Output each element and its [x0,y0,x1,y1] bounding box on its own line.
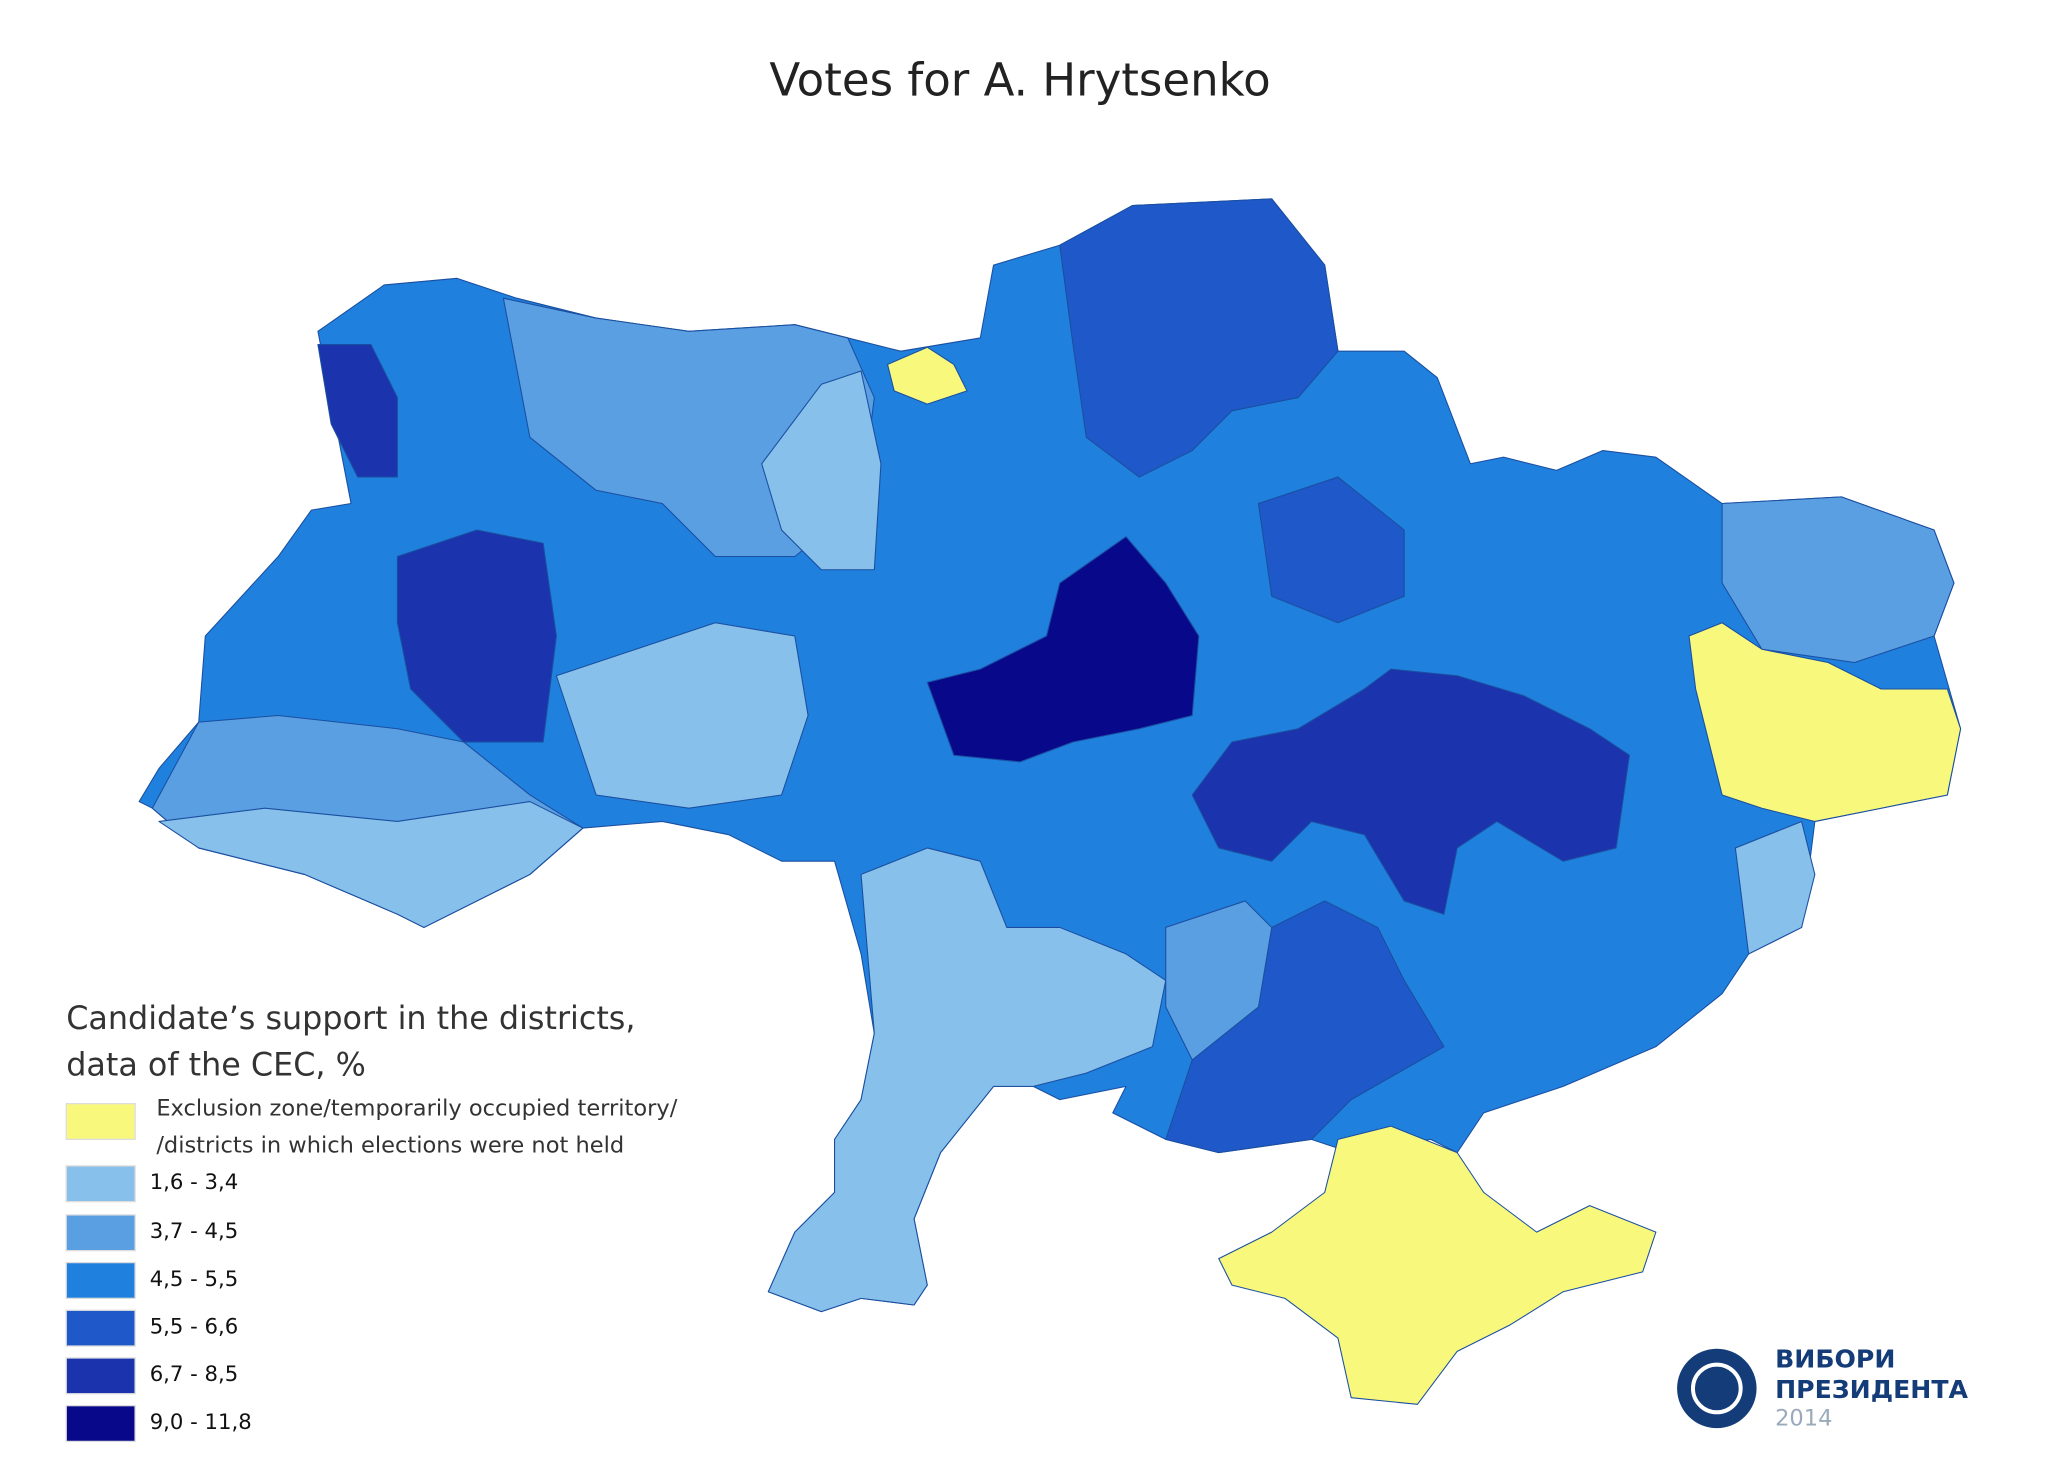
region [761,370,882,571]
region [1688,622,1962,822]
legend-label: 5,5 - 6,6 [150,1313,239,1338]
legend-title: Candidate’s support in the districts, [66,1000,635,1037]
logo-text: ПРЕЗИДЕНТА [1775,1375,1968,1404]
title: Votes for A. Hrytsenko [769,54,1270,107]
legend-swatch [65,1404,136,1443]
legend-swatch [65,1261,136,1300]
legend-swatch [65,1309,136,1347]
legend-swatch [65,1165,136,1203]
legend-swatch [65,1102,136,1141]
logo-year: 2014 [1775,1405,1832,1431]
region [317,344,398,478]
legend-swatch [65,1357,136,1395]
legend-label: 1,6 - 3,4 [150,1169,239,1194]
region [1059,198,1339,478]
region [1257,476,1405,624]
legend-label: 9,0 - 11,8 [150,1409,252,1434]
region [1721,496,1955,664]
map [138,198,1962,1405]
legend-label: 6,7 - 8,5 [150,1361,239,1386]
legend-label: 3,7 - 4,5 [150,1218,239,1243]
region [1218,1125,1657,1405]
logo-icon [1677,1348,1757,1429]
region [396,529,557,743]
logo-text: ВИБОРИ [1775,1345,1895,1374]
region [555,622,809,809]
legend-label: /districts in which elections were not h… [156,1133,624,1159]
legend: Candidate’s support in the districts, da… [65,1000,678,1443]
legend-label: 4,5 - 5,5 [150,1266,239,1291]
region [926,536,1200,763]
legend-title: data of the CEC, % [66,1047,366,1084]
region [767,847,1167,1313]
logo-icon [1690,1362,1743,1415]
legend-label: Exclusion zone/temporarily occupied terr… [156,1095,677,1121]
region [887,346,968,405]
logo: ВИБОРИ ПРЕЗИДЕНТА 2014 [1677,1345,1969,1431]
region [1165,900,1273,1061]
region [158,801,584,928]
region [1734,820,1816,955]
legend-swatch [65,1214,136,1252]
region [1191,668,1630,915]
